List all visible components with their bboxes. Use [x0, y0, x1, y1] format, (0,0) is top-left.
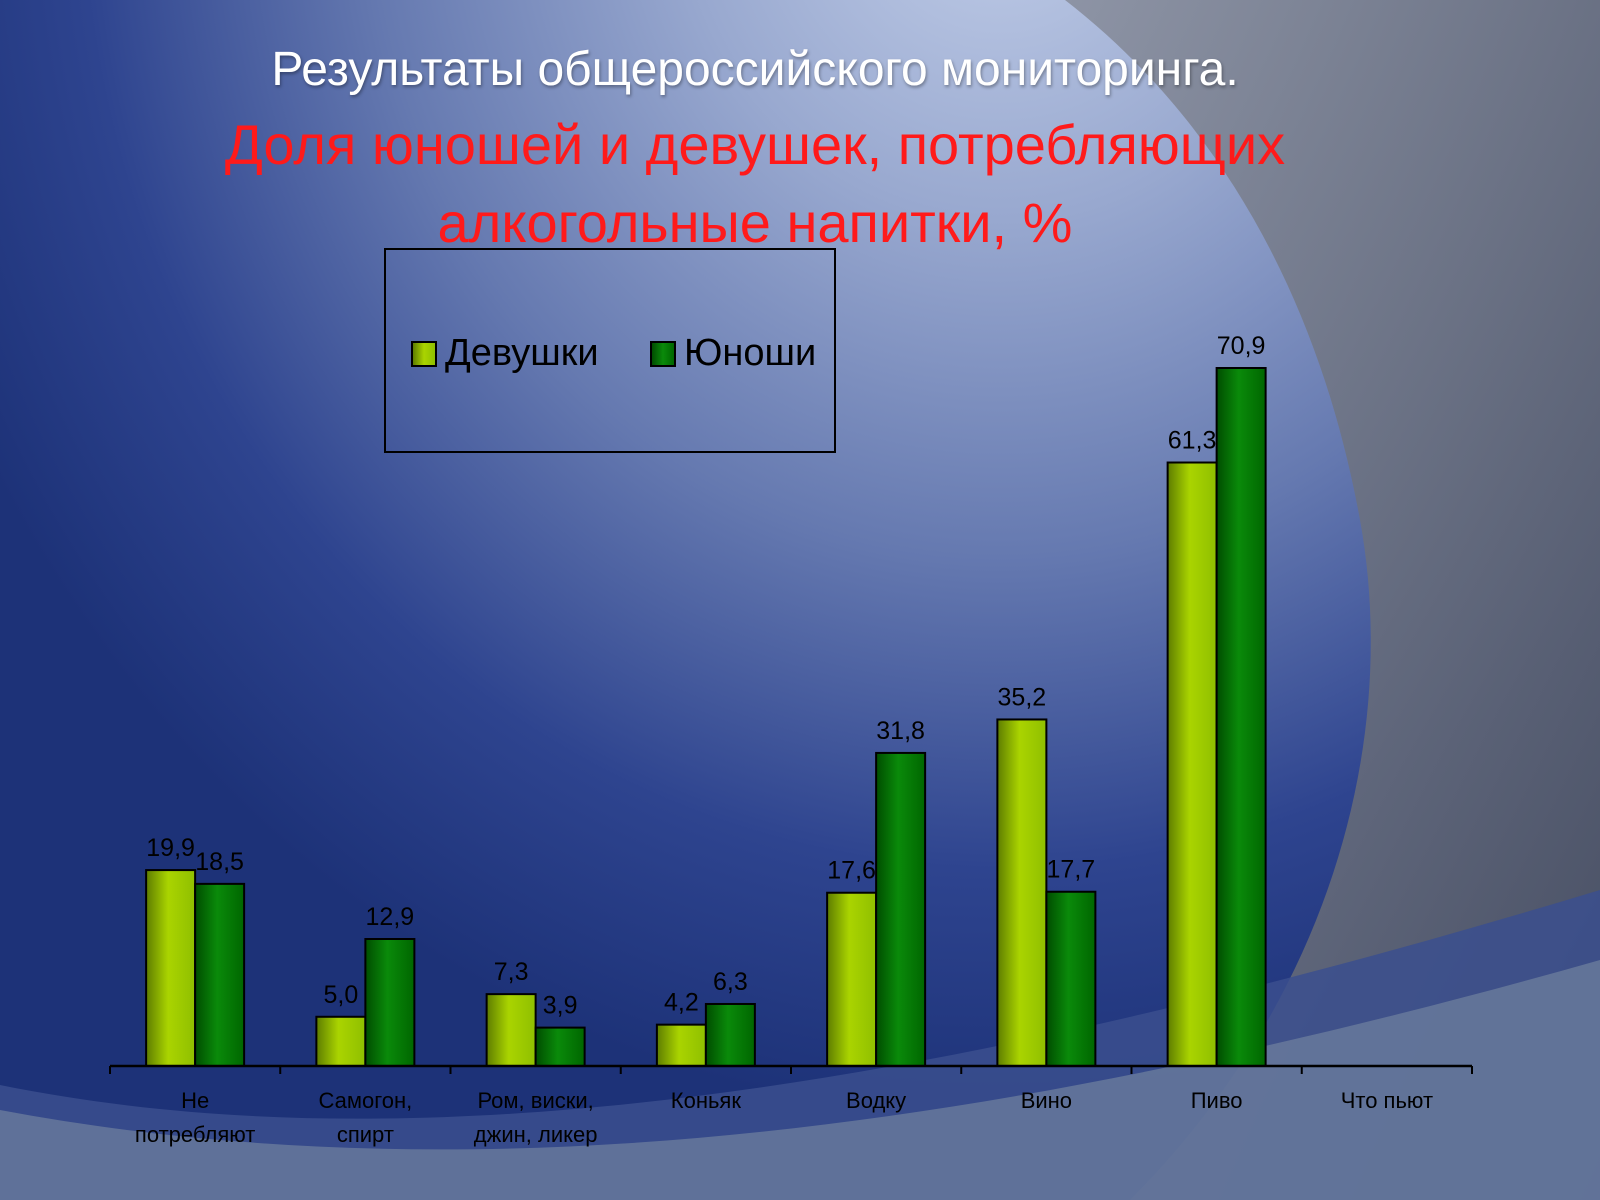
category-label-0-line2: потребляют	[135, 1122, 255, 1147]
category-label-5: Вино	[1021, 1088, 1072, 1113]
category-label-1: Самогон,	[318, 1088, 412, 1113]
legend-label-girls: Девушки	[445, 332, 599, 374]
title-line-3: алкогольные напитки, %	[437, 191, 1073, 254]
value-label-girls-4: 17,6	[827, 857, 876, 885]
value-label-boys-2: 3,9	[543, 992, 578, 1020]
value-label-boys-6: 70,9	[1217, 332, 1266, 360]
legend-item-girls: Девушки	[411, 332, 599, 375]
bar-boys-1	[364, 938, 416, 1067]
value-label-boys-4: 31,8	[876, 717, 925, 745]
bar-girls-6	[1166, 461, 1218, 1068]
category-label-1-line2: спирт	[337, 1122, 394, 1147]
category-label-2: Ром, виски,	[477, 1088, 593, 1113]
gray-corner-panel	[1065, 0, 1600, 1200]
category-label-7: Что пьют	[1341, 1088, 1433, 1113]
bar-boys-5	[1045, 890, 1097, 1067]
bar-girls-3	[655, 1023, 707, 1067]
value-label-boys-0: 18,5	[195, 848, 244, 876]
bar-girls-1	[315, 1015, 367, 1068]
value-label-boys-5: 17,7	[1047, 856, 1096, 884]
legend-label-boys: Юноши	[684, 332, 817, 374]
category-label-4: Водку	[846, 1088, 906, 1113]
value-label-girls-5: 35,2	[998, 683, 1047, 711]
bar-boys-6	[1215, 367, 1267, 1067]
category-label-2-line2: джин, ликер	[474, 1122, 598, 1147]
value-label-boys-1: 12,9	[366, 903, 415, 931]
value-label-girls-2: 7,3	[494, 958, 529, 986]
bar-girls-4	[826, 891, 878, 1067]
title-line-1: Результаты общероссийского мониторинга.	[271, 43, 1239, 96]
value-label-girls-3: 4,2	[664, 989, 699, 1017]
title-line-2: Доля юношей и девушек, потребляющих	[224, 113, 1286, 176]
legend-item-boys: Юноши	[650, 332, 816, 375]
legend-swatch-girls	[411, 340, 437, 367]
bar-boys-0	[194, 882, 246, 1067]
bar-girls-2	[485, 993, 537, 1067]
legend-swatch-boys	[650, 340, 676, 367]
light-swoosh	[0, 960, 1600, 1200]
category-label-0: Не	[181, 1088, 209, 1113]
value-label-girls-1: 5,0	[323, 981, 358, 1009]
value-label-girls-6: 61,3	[1168, 427, 1217, 455]
bar-girls-0	[145, 869, 197, 1068]
bar-girls-5	[996, 718, 1048, 1068]
value-label-boys-3: 6,3	[713, 968, 748, 996]
bar-boys-3	[704, 1002, 756, 1067]
category-label-6: Пиво	[1191, 1088, 1243, 1113]
bar-boys-4	[875, 751, 927, 1067]
bar-boys-2	[534, 1026, 586, 1068]
value-label-girls-0: 19,9	[146, 834, 195, 862]
chart-legend: Девушки Юноши	[384, 248, 836, 453]
category-label-3: Коньяк	[671, 1088, 742, 1113]
